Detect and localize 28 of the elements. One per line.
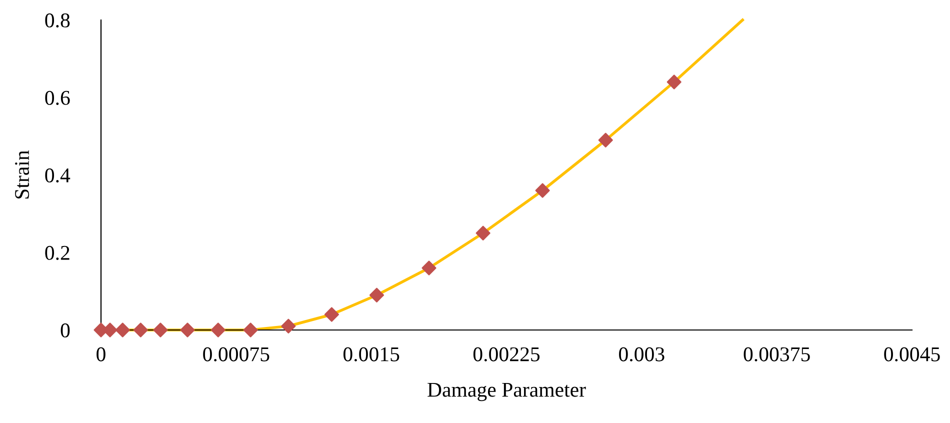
x-tick-label: 0.0045: [884, 347, 940, 362]
x-tick-label: 0.0015: [343, 347, 400, 362]
point: [422, 260, 436, 276]
x-tick-label: 0.003: [619, 347, 664, 362]
point: [369, 288, 384, 302]
point: [476, 226, 490, 240]
x-tick-label: 0.00225: [473, 347, 540, 362]
point: [598, 132, 613, 148]
y-tick-label: 0.8: [45, 13, 70, 28]
point: [666, 74, 682, 90]
y-axis-title: Strain: [15, 150, 30, 198]
point: [210, 322, 226, 338]
x-tick-label: 0.00375: [744, 347, 810, 362]
x-tick-label: 0: [96, 347, 106, 362]
x-tick-label: 0.00075: [203, 347, 270, 362]
y-tick-label: 0.6: [45, 90, 70, 106]
point: [133, 322, 148, 338]
point: [243, 322, 258, 338]
y-tick-label: 0.2: [45, 246, 70, 260]
y-tick-label: 0: [60, 323, 70, 338]
point: [535, 183, 550, 198]
point: [115, 322, 130, 338]
point: [281, 318, 296, 334]
point: [324, 307, 339, 322]
point: [180, 322, 195, 338]
x-axis-title: Damage Parameter: [428, 382, 586, 402]
point: [153, 322, 168, 338]
y-tick-label: 0.4: [45, 168, 70, 183]
